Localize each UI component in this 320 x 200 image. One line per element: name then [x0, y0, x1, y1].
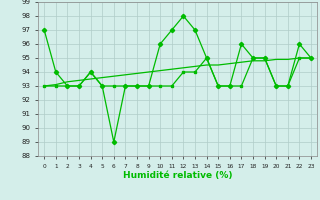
- X-axis label: Humidité relative (%): Humidité relative (%): [123, 171, 232, 180]
